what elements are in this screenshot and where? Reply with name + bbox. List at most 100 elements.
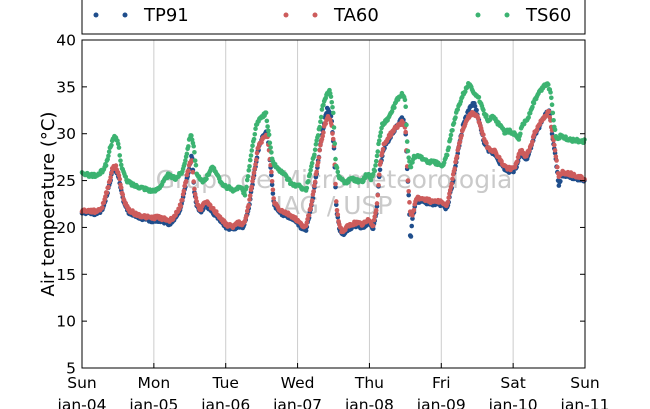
data-point [411, 207, 417, 213]
data-point [548, 90, 553, 95]
data-point [184, 151, 190, 157]
data-point [245, 174, 251, 179]
data-point [481, 107, 486, 113]
data-point [452, 166, 458, 171]
data-point [407, 200, 412, 205]
data-point [549, 95, 554, 101]
data-point [392, 105, 397, 110]
data-point [377, 167, 383, 173]
data-point [410, 216, 415, 221]
data-point [372, 214, 378, 219]
data-point [120, 192, 126, 197]
data-point [312, 147, 318, 153]
x-tick-weekday: Mon [138, 374, 171, 392]
data-point [320, 133, 325, 139]
data-point [189, 133, 194, 138]
data-point [270, 187, 276, 193]
data-point [459, 133, 464, 139]
data-point [269, 169, 274, 175]
data-point [454, 154, 460, 159]
data-point [321, 130, 326, 135]
data-point [263, 110, 269, 115]
data-point [309, 202, 314, 207]
data-point [406, 192, 412, 198]
series-TA60 [79, 108, 587, 235]
data-point [253, 157, 259, 162]
data-point [553, 154, 559, 159]
legend-marker [312, 12, 318, 18]
data-point [408, 234, 414, 239]
data-point [250, 174, 256, 180]
data-point [530, 139, 535, 145]
data-point [192, 191, 198, 197]
data-point [378, 159, 384, 164]
data-point [117, 153, 123, 158]
y-tick-label: 10 [56, 313, 76, 331]
data-point [108, 174, 113, 180]
data-point [335, 169, 341, 175]
data-point [315, 160, 321, 165]
x-tick-weekday: Wed [281, 374, 315, 392]
data-point [271, 196, 276, 201]
data-point [266, 128, 271, 134]
data-point [246, 203, 252, 208]
data-point [334, 207, 340, 213]
data-point [549, 102, 555, 108]
data-point [186, 168, 191, 173]
data-point [370, 223, 376, 229]
data-point [244, 208, 250, 214]
data-point [333, 202, 339, 208]
data-point [328, 94, 334, 99]
data-point [318, 114, 324, 120]
data-point [558, 178, 563, 184]
data-point [105, 157, 110, 162]
data-point [317, 124, 322, 130]
data-point [244, 184, 249, 190]
data-point [330, 104, 335, 110]
legend-marker [122, 12, 128, 18]
data-point [118, 158, 123, 163]
data-point [446, 195, 451, 201]
data-point [116, 145, 122, 150]
x-tick-date: jan-09 [416, 396, 466, 409]
data-point [447, 191, 452, 197]
data-point [106, 153, 111, 159]
data-point [269, 179, 275, 184]
data-point [333, 199, 339, 204]
data-point [312, 179, 318, 185]
data-point [330, 136, 336, 142]
data-point [374, 201, 380, 206]
data-point [462, 89, 468, 94]
data-point [312, 183, 317, 189]
data-point [248, 153, 254, 158]
data-point [304, 220, 310, 225]
data-point [403, 104, 408, 110]
data-point [309, 160, 315, 166]
data-point [331, 125, 337, 130]
legend-label: TS60 [525, 5, 571, 26]
data-point [375, 149, 381, 154]
data-point [376, 138, 382, 143]
y-tick-label: 5 [66, 360, 76, 378]
data-point [332, 141, 338, 146]
data-point [380, 146, 386, 152]
x-tick-date: jan-05 [128, 396, 178, 409]
data-point [333, 156, 338, 162]
data-point [244, 213, 249, 219]
legend-label: TA60 [333, 5, 379, 26]
series-layer [79, 81, 587, 239]
data-point [450, 127, 455, 133]
data-point [306, 213, 312, 218]
data-point [103, 163, 109, 168]
y-tick-label: 15 [56, 266, 76, 284]
data-point [450, 176, 455, 182]
data-point [315, 133, 321, 138]
ticks-layer: Sun jan-04 Mon jan-05 Tue jan-06 Wed jan-07 Thu j… [56, 32, 609, 409]
data-point [552, 127, 558, 133]
data-point [518, 131, 523, 137]
data-point [193, 162, 199, 168]
data-point [373, 158, 379, 164]
data-point [308, 206, 313, 211]
data-point [444, 152, 450, 158]
